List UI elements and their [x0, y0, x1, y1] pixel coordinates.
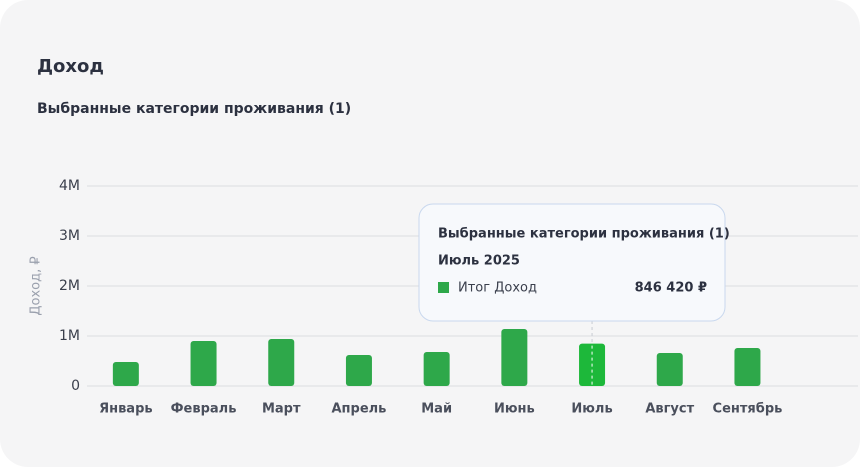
tooltip	[418, 203, 726, 322]
tooltip-title: Выбранные категории проживания (1)	[438, 227, 730, 242]
y-tick-label: 3M	[59, 228, 80, 244]
chart-subtitle: Выбранные категории проживания (1)	[37, 101, 351, 117]
x-tick-label: Май	[421, 402, 452, 417]
y-tick-label: 2M	[59, 278, 80, 294]
x-tick-label: Февраль	[171, 402, 237, 417]
value-label: 846 420 ₽	[635, 281, 707, 296]
legend-label: Итог Доход	[458, 281, 537, 296]
x-tick-label: Январь	[99, 402, 153, 417]
bar	[190, 341, 217, 386]
bar	[656, 353, 683, 386]
y-axis-label: Доход, ₽	[29, 256, 44, 315]
bar	[423, 352, 450, 386]
y-tick-label: 4M	[59, 178, 80, 194]
bar	[112, 362, 139, 386]
x-tick-label: Апрель	[331, 402, 386, 417]
x-tick-label: Сентябрь	[713, 402, 783, 417]
bar	[734, 348, 761, 386]
x-tick-label: Август	[645, 402, 694, 417]
bar	[268, 339, 295, 386]
x-tick-label: Март	[262, 402, 301, 417]
x-tick-label: Июль	[571, 402, 612, 417]
y-tick-label: 0	[71, 378, 80, 394]
bar	[501, 329, 528, 386]
x-tick-label: Июнь	[494, 402, 535, 417]
tooltip-date: Июль 2025	[438, 254, 520, 269]
bar	[345, 355, 372, 386]
chart-title: Доход	[37, 56, 104, 77]
legend-swatch	[438, 282, 449, 293]
y-tick-label: 1M	[59, 328, 80, 344]
